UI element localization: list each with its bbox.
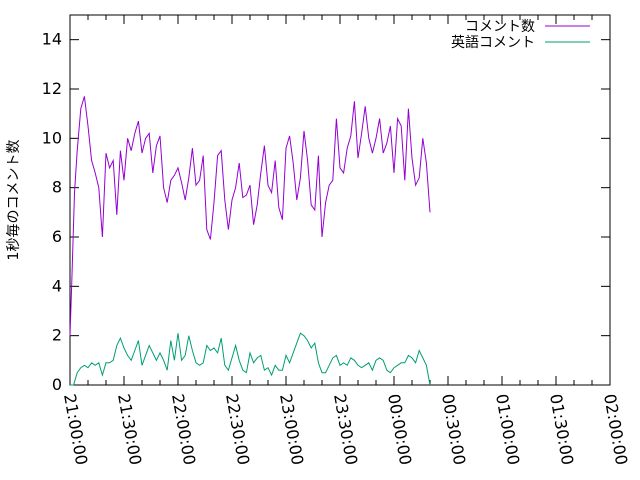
plot-border (69, 14, 611, 386)
series-line-1 (69, 96, 431, 336)
y-tick-label: 10 (42, 128, 62, 147)
legend-label-2: 英語コメント (451, 34, 535, 51)
series-layer (69, 96, 431, 386)
plot-frame (69, 14, 611, 386)
y-tick-label: 0 (52, 375, 62, 394)
y-axis: 0 2 4 6 8 10 12 14 (42, 30, 610, 394)
y-tick-label: 8 (52, 178, 62, 197)
x-tick-label: 00:30:00 (438, 392, 469, 466)
legend-label-1: コメント数 (465, 19, 535, 35)
y-tick-label: 6 (52, 227, 62, 246)
x-tick-label: 22:00:00 (168, 392, 199, 466)
x-tick-label: 01:30:00 (546, 392, 577, 466)
x-tick-label: 00:00:00 (384, 392, 415, 466)
y-tick-label: 12 (42, 79, 62, 98)
series-line-2 (70, 332, 431, 386)
y-tick-label: 14 (42, 30, 62, 49)
y-axis-title: 1秒毎のコメント数 (6, 140, 22, 261)
x-tick-label: 01:00:00 (492, 392, 523, 466)
x-tick-label: 02:00:00 (600, 392, 631, 466)
x-tick-label: 23:30:00 (330, 392, 361, 466)
y-tick-label: 2 (52, 326, 62, 345)
y-tick-label: 4 (52, 276, 62, 295)
x-tick-label: 21:00:00 (60, 392, 91, 466)
x-tick-label: 22:30:00 (222, 392, 253, 466)
x-tick-label: 21:30:00 (114, 392, 145, 466)
x-axis: 21:00:00 21:30:00 22:00:00 22:30:00 23:00:00… (60, 15, 631, 466)
x-tick-label: 23:00:00 (276, 392, 307, 466)
